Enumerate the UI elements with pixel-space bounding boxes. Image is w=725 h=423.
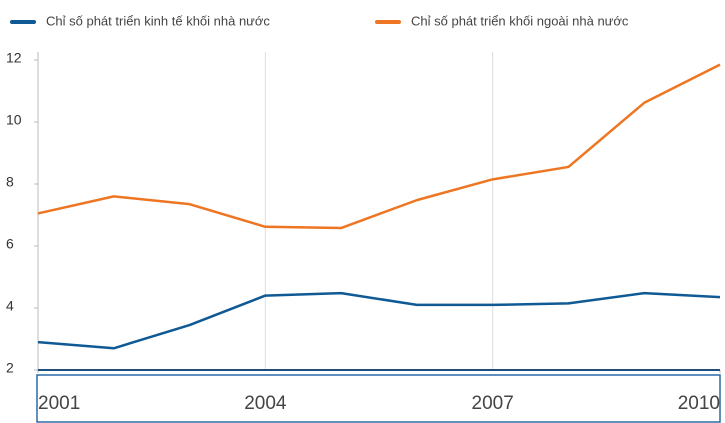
x-tick-label: 2001 — [38, 393, 80, 414]
x-axis-box — [36, 374, 721, 423]
y-tick-label: 6 — [6, 236, 14, 252]
legend-swatch — [375, 20, 401, 24]
y-tick-label: 2 — [6, 360, 14, 376]
legend-label: Chỉ số phát triển kinh tế khối nhà nước — [46, 13, 270, 28]
y-tick-label: 10 — [6, 112, 22, 128]
x-tick-label: 2007 — [472, 393, 514, 414]
series-line — [37, 291, 721, 350]
y-tick-label: 4 — [6, 298, 14, 314]
y-tick-label: 8 — [6, 174, 14, 190]
legend-label: Chỉ số phát triển khối ngoài nhà nước — [411, 13, 629, 28]
x-tick-label: 2010 — [678, 393, 720, 414]
series-line — [37, 63, 721, 230]
y-tick-label: 12 — [6, 50, 22, 66]
legend-swatch — [10, 20, 36, 24]
x-tick-label: 2004 — [244, 393, 287, 414]
